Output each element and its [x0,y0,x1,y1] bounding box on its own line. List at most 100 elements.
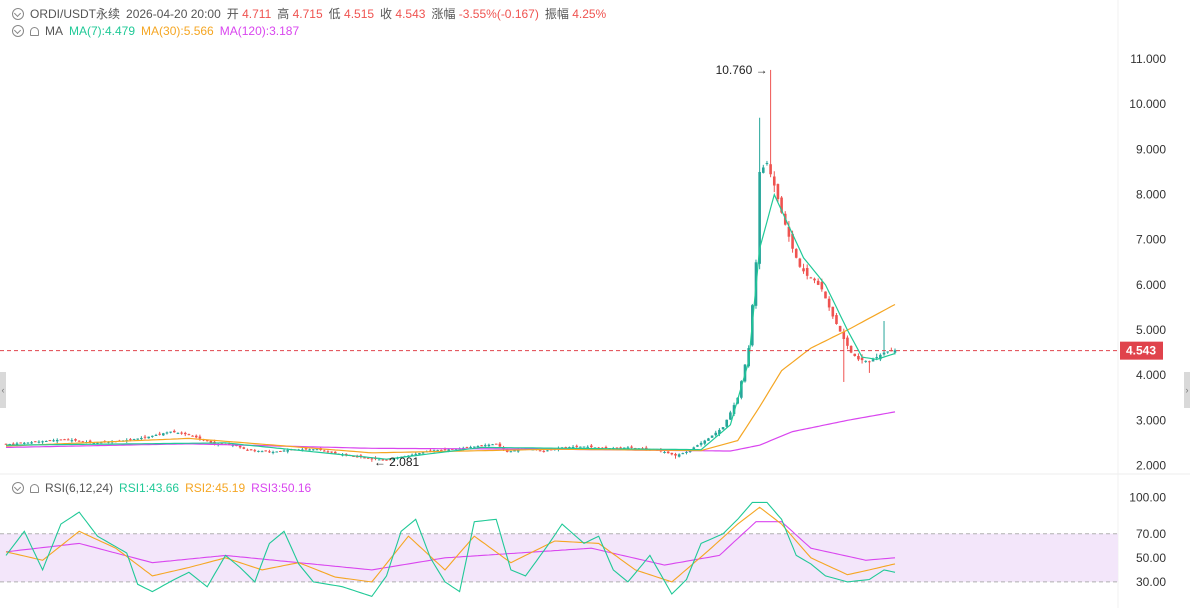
collapse-rsi-icon[interactable] [12,482,24,494]
candle-body [55,439,59,442]
candle-body [480,445,483,447]
candle-body [553,448,557,451]
candle-body [462,447,465,450]
candle-body [92,442,96,444]
candle-body [407,455,410,458]
candle-body [674,453,677,456]
candle-body [96,442,99,444]
alert-bell-icon[interactable] [30,26,39,36]
candle-body [663,451,666,453]
candle-body [491,444,494,446]
candle-body [30,442,33,444]
collapse-ma-icon[interactable] [12,25,24,37]
candle-body [886,351,889,353]
price-tick-label: 8.000 [1136,188,1166,202]
candle-body [425,451,429,453]
candle-body [505,448,509,452]
candle-body [568,447,571,449]
close-label: 收 [380,7,393,21]
open-label: 开 [226,7,239,21]
ma-legend-label: MA [45,24,63,38]
candle-body [619,447,622,449]
candle-body [85,442,88,444]
candle-body [476,446,480,448]
candle-body [136,438,140,440]
candle-body [575,445,579,447]
candle-body [176,432,180,434]
candle-body [322,450,326,452]
candle-body [341,454,344,456]
candle-body [879,354,882,360]
rsi-band [0,533,1118,582]
candle-body [743,364,747,382]
candle-body [52,440,55,442]
candle-body [864,360,868,362]
price-tick-label: 11.000 [1130,52,1166,66]
ma7-legend: MA(7):4.479 [69,24,136,38]
candle-body [143,436,147,438]
candle-body [758,171,761,264]
candle-body [868,361,871,363]
candle-body [271,451,275,453]
candle-body [498,443,502,447]
candle-body [622,447,626,449]
candle-body [557,448,560,450]
candle-body [103,441,107,443]
candle-body [809,277,813,279]
candle-body [374,457,377,460]
candle-body [637,448,641,450]
candle-body [388,459,392,461]
candle-body [183,432,187,435]
candle-body [699,442,703,445]
candle-body [791,233,794,249]
scroll-left-arrow-icon[interactable]: ‹ [0,372,6,408]
candle-body [348,454,352,456]
rsi3-line [5,521,896,571]
candle-body [630,446,633,448]
candle-body [242,447,246,449]
candle-body [359,455,363,458]
candle-body [114,441,118,443]
candle-body [293,449,297,451]
candle-body [677,454,681,457]
candle-body [12,443,15,445]
candle-body [685,451,688,453]
candle-body [253,450,257,452]
candle-body [19,442,22,444]
scroll-right-arrow-icon[interactable]: › [1184,372,1190,408]
collapse-icon[interactable] [12,7,24,20]
rsi-alert-bell-icon[interactable] [30,483,39,493]
candle-body [721,427,725,430]
candle-body [820,282,824,290]
ma120-line [6,411,896,452]
candle-body [165,432,169,434]
candle-body [63,439,66,441]
candle-body [246,449,249,451]
candle-body [472,446,476,448]
candle-body [4,443,8,445]
candle-body [849,345,853,353]
candle-body [319,448,322,451]
candle-body [586,446,589,448]
ma120-legend: MA(120):3.187 [219,24,300,38]
candle-body [140,438,143,440]
candle-body [644,447,648,449]
candle-body [714,432,718,436]
candle-body [22,442,26,444]
price-tick-label: 3.000 [1136,413,1166,427]
candle-body [798,258,802,267]
candle-body [421,452,425,454]
low-label: 低 [328,7,341,21]
price-tick-label: 9.000 [1136,142,1166,156]
candle-body [381,459,385,461]
ohlc-header: ORDI/USDT永续 2026-04-20 20:00 开 4.711 高 4… [12,5,606,22]
candle-body [436,450,439,452]
high-label: 高 [277,7,290,21]
candle-body [344,453,348,456]
candle-body [615,447,619,449]
max-price-annotation: 10.760 → [716,63,768,77]
min-price-annotation: ← 2.081 [374,455,420,469]
candle-body [542,450,546,452]
